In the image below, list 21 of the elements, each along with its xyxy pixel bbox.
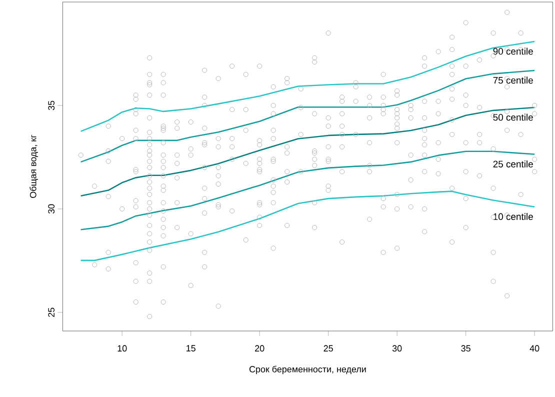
y-tick-label: 30 <box>48 204 55 214</box>
x-tick-label: 35 <box>461 345 470 352</box>
x-tick-label: 20 <box>255 345 264 352</box>
line-series <box>80 150 536 230</box>
x-tick-label: 10 <box>118 345 127 352</box>
x-tick-label: 15 <box>186 345 196 352</box>
series-label: 75 centile <box>493 76 533 84</box>
series-label: 10 centile <box>494 213 533 220</box>
series-label: 50 centile <box>493 114 533 121</box>
line-series <box>80 40 536 132</box>
y-axis-title: Общая вода, кг <box>30 134 38 198</box>
x-axis-title: Срок беременности, недели <box>249 366 366 374</box>
series-label: 25 centile <box>493 160 533 168</box>
x-tick-label: 40 <box>530 345 540 352</box>
x-tick-label: 25 <box>324 345 333 352</box>
y-tick-label: 35 <box>48 100 55 110</box>
y-tick-label: 25 <box>48 308 55 317</box>
line-series <box>80 106 536 197</box>
series-label: 90 centile <box>493 48 533 55</box>
x-tick-label: 30 <box>392 345 402 352</box>
line-series <box>80 190 536 262</box>
